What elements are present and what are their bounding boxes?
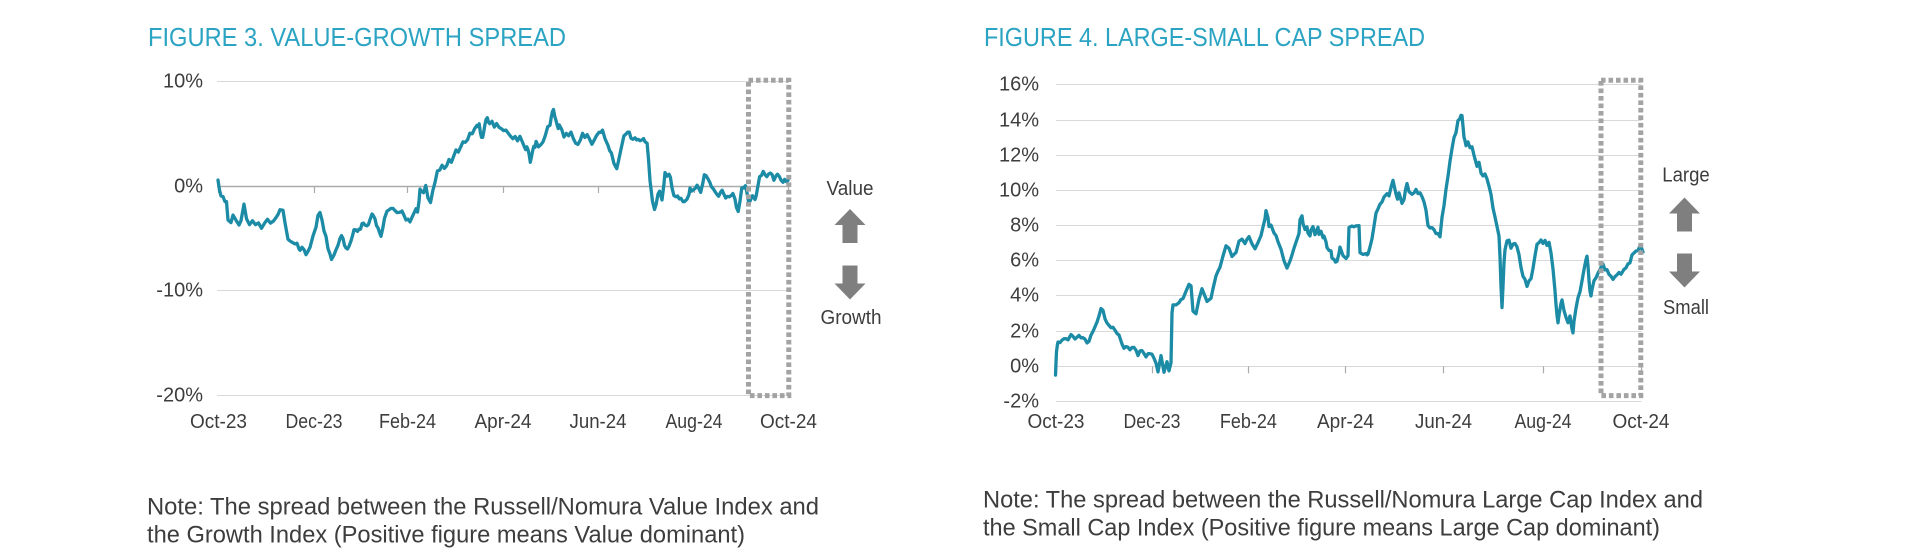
svg-text:Note: The spread between the R: Note: The spread between the Russell/Nom… — [983, 487, 1703, 514]
svg-text:12%: 12% — [999, 145, 1039, 167]
svg-text:Aug-24: Aug-24 — [666, 411, 723, 433]
svg-text:14%: 14% — [999, 110, 1039, 132]
svg-text:the Small Cap Index (Positive: the Small Cap Index (Positive figure mea… — [983, 515, 1660, 542]
svg-text:Jun-24: Jun-24 — [1415, 411, 1472, 433]
svg-text:2%: 2% — [1010, 321, 1039, 343]
svg-text:Dec-23: Dec-23 — [1124, 411, 1181, 433]
svg-text:Growth: Growth — [821, 307, 882, 329]
svg-text:Large: Large — [1662, 165, 1710, 187]
svg-text:Feb-24: Feb-24 — [1220, 411, 1277, 433]
svg-text:10%: 10% — [999, 180, 1039, 202]
svg-text:4%: 4% — [1010, 285, 1039, 307]
svg-text:FIGURE 4. LARGE-SMALL CAP SPRE: FIGURE 4. LARGE-SMALL CAP SPREAD — [984, 22, 1425, 52]
svg-text:Apr-24: Apr-24 — [1317, 411, 1374, 433]
svg-text:Feb-24: Feb-24 — [379, 411, 436, 433]
svg-text:Apr-24: Apr-24 — [475, 411, 532, 433]
svg-text:-20%: -20% — [156, 385, 203, 407]
svg-text:Dec-23: Dec-23 — [286, 411, 343, 433]
svg-text:0%: 0% — [1010, 356, 1039, 378]
svg-text:Jun-24: Jun-24 — [570, 411, 627, 433]
svg-text:Value: Value — [827, 178, 874, 200]
svg-text:6%: 6% — [1010, 250, 1039, 272]
svg-text:Oct-24: Oct-24 — [1613, 411, 1670, 433]
svg-text:the Growth Index (Positive fig: the Growth Index (Positive figure means … — [147, 522, 745, 549]
svg-text:Oct-23: Oct-23 — [190, 411, 247, 433]
svg-text:10%: 10% — [163, 71, 203, 93]
svg-text:16%: 16% — [999, 74, 1039, 96]
svg-text:Aug-24: Aug-24 — [1515, 411, 1572, 433]
svg-text:Oct-23: Oct-23 — [1028, 411, 1085, 433]
svg-text:FIGURE 3. VALUE-GROWTH SPREAD: FIGURE 3. VALUE-GROWTH SPREAD — [148, 22, 566, 52]
svg-text:Note: The spread between the R: Note: The spread between the Russell/Nom… — [147, 494, 819, 521]
svg-text:-2%: -2% — [1003, 391, 1039, 413]
svg-text:Oct-24: Oct-24 — [760, 411, 817, 433]
svg-text:8%: 8% — [1010, 215, 1039, 237]
svg-text:-10%: -10% — [156, 280, 203, 302]
svg-text:0%: 0% — [174, 176, 203, 198]
svg-text:Small: Small — [1663, 297, 1709, 319]
